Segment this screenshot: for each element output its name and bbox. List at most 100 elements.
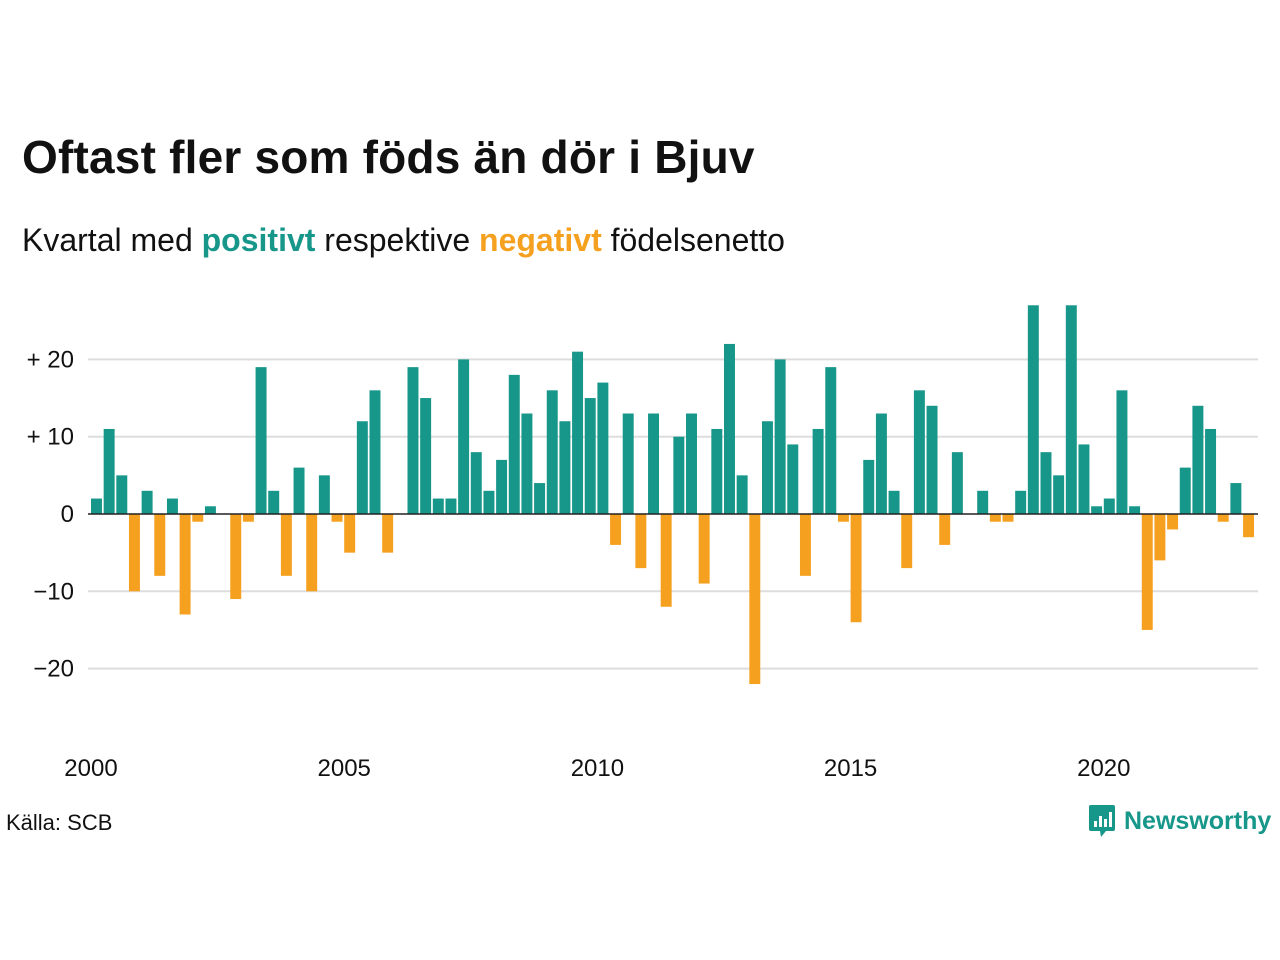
bar-negative: [344, 514, 356, 553]
bar-positive: [166, 498, 178, 514]
source-note: Källa: SCB: [6, 810, 113, 835]
y-tick-label: −20: [33, 656, 74, 683]
bar-positive: [407, 367, 419, 514]
bar-positive: [369, 390, 381, 514]
bar-positive: [951, 452, 963, 514]
bar-positive: [774, 359, 786, 514]
bar-positive: [597, 382, 609, 514]
bar-positive: [1230, 483, 1242, 514]
bar-chart: + 20 + 10 0 −10 −20 2000 2005 2010 2015 2020: [27, 305, 1258, 782]
bar-positive: [648, 413, 659, 514]
bar-negative: [635, 514, 647, 569]
bar-positive: [496, 459, 508, 514]
bar-positive: [293, 467, 305, 514]
bar-positive: [1040, 452, 1052, 514]
bar-positive: [1129, 506, 1141, 514]
bar-positive: [572, 351, 584, 514]
bar-positive: [1078, 444, 1090, 514]
bar-positive: [470, 452, 482, 514]
bar-positive: [116, 475, 128, 514]
bar-positive: [863, 459, 875, 514]
x-tick-label: 2005: [318, 755, 371, 782]
bar-negative: [850, 514, 862, 623]
bar-positive: [724, 343, 735, 514]
bar-negative: [1243, 514, 1255, 538]
bar-positive: [356, 421, 368, 514]
bar-negative: [610, 514, 622, 545]
brand-logo: Newsworthy: [1088, 803, 1271, 839]
bar-positive: [1103, 498, 1115, 514]
bar-positive: [787, 444, 799, 514]
bar-positive: [521, 413, 533, 514]
bar-positive: [1179, 467, 1191, 514]
bar-negative: [192, 514, 204, 522]
bar-negative: [154, 514, 166, 576]
subtitle-text-middle: respektive: [315, 222, 480, 258]
bar-negative: [660, 514, 672, 607]
subtitle-positive-word: positivt: [201, 222, 316, 258]
brand-name: Newsworthy: [1124, 806, 1272, 835]
bar-positive: [483, 490, 495, 514]
subtitle-text-after: födelsenetto: [601, 222, 785, 258]
bar-positive: [559, 421, 571, 514]
bar-positive: [1116, 390, 1128, 514]
bar-positive: [318, 475, 330, 514]
bar-positive: [913, 390, 925, 514]
bar-negative: [242, 514, 254, 522]
bar-positive: [875, 413, 887, 514]
bar-chart-speech-bubble-icon: [1089, 805, 1115, 837]
x-tick-labels: 2000 2005 2010 2015 2020: [64, 755, 1130, 782]
bar-positive: [420, 398, 432, 514]
bar-positive: [1205, 428, 1217, 514]
bar-negative: [1154, 514, 1166, 561]
bar-positive: [508, 374, 520, 514]
x-tick-label: 2000: [64, 755, 117, 782]
bar-negative: [939, 514, 951, 545]
bar-positive: [1015, 490, 1027, 514]
y-tick-labels: + 20 + 10 0 −10 −20: [27, 346, 74, 682]
bar-positive: [1192, 405, 1204, 514]
bar-positive: [445, 498, 457, 514]
bar-negative: [1002, 514, 1014, 522]
bar-positive: [888, 490, 900, 514]
bar-positive: [458, 359, 470, 514]
bar-negative: [128, 514, 140, 592]
bar-positive: [1053, 475, 1065, 514]
bar-positive: [1027, 305, 1039, 514]
bar-negative: [306, 514, 318, 592]
bar-negative: [280, 514, 292, 576]
chart-subtitle: Kvartal med positivt respektive negativt…: [22, 222, 785, 259]
bar-negative: [230, 514, 242, 600]
x-tick-label: 2015: [824, 755, 877, 782]
subtitle-text-before: Kvartal med: [22, 222, 202, 258]
bar-positive: [584, 398, 596, 514]
bar-positive: [534, 483, 546, 514]
x-tick-label: 2020: [1077, 755, 1130, 782]
subtitle-negative-word: negativt: [479, 222, 602, 258]
bar-positive: [673, 436, 685, 514]
bar-negative: [989, 514, 1001, 522]
bar-positive: [432, 498, 444, 514]
bar-negative: [1167, 514, 1179, 530]
bar-negative: [901, 514, 913, 569]
bar-negative: [1141, 514, 1153, 630]
bar-negative: [698, 514, 710, 584]
bar-positive: [1065, 305, 1077, 514]
bar-negative: [179, 514, 191, 615]
bar-positive: [711, 428, 723, 514]
bar-negative: [382, 514, 394, 553]
y-tick-label: + 10: [27, 424, 74, 451]
bar-positive: [268, 490, 280, 514]
bar-positive: [91, 498, 102, 514]
bar-positive: [141, 490, 153, 514]
bar-positive: [546, 390, 558, 514]
bar-positive: [825, 367, 837, 514]
x-tick-label: 2010: [571, 755, 624, 782]
bar-negative: [1217, 514, 1229, 522]
chart-title: Oftast fler som föds än dör i Bjuv: [22, 131, 755, 183]
bar-positive: [736, 475, 748, 514]
y-tick-label: + 20: [27, 346, 74, 373]
bar-positive: [1091, 506, 1103, 514]
bar-negative: [837, 514, 849, 522]
grid-lines: [88, 358, 1258, 670]
